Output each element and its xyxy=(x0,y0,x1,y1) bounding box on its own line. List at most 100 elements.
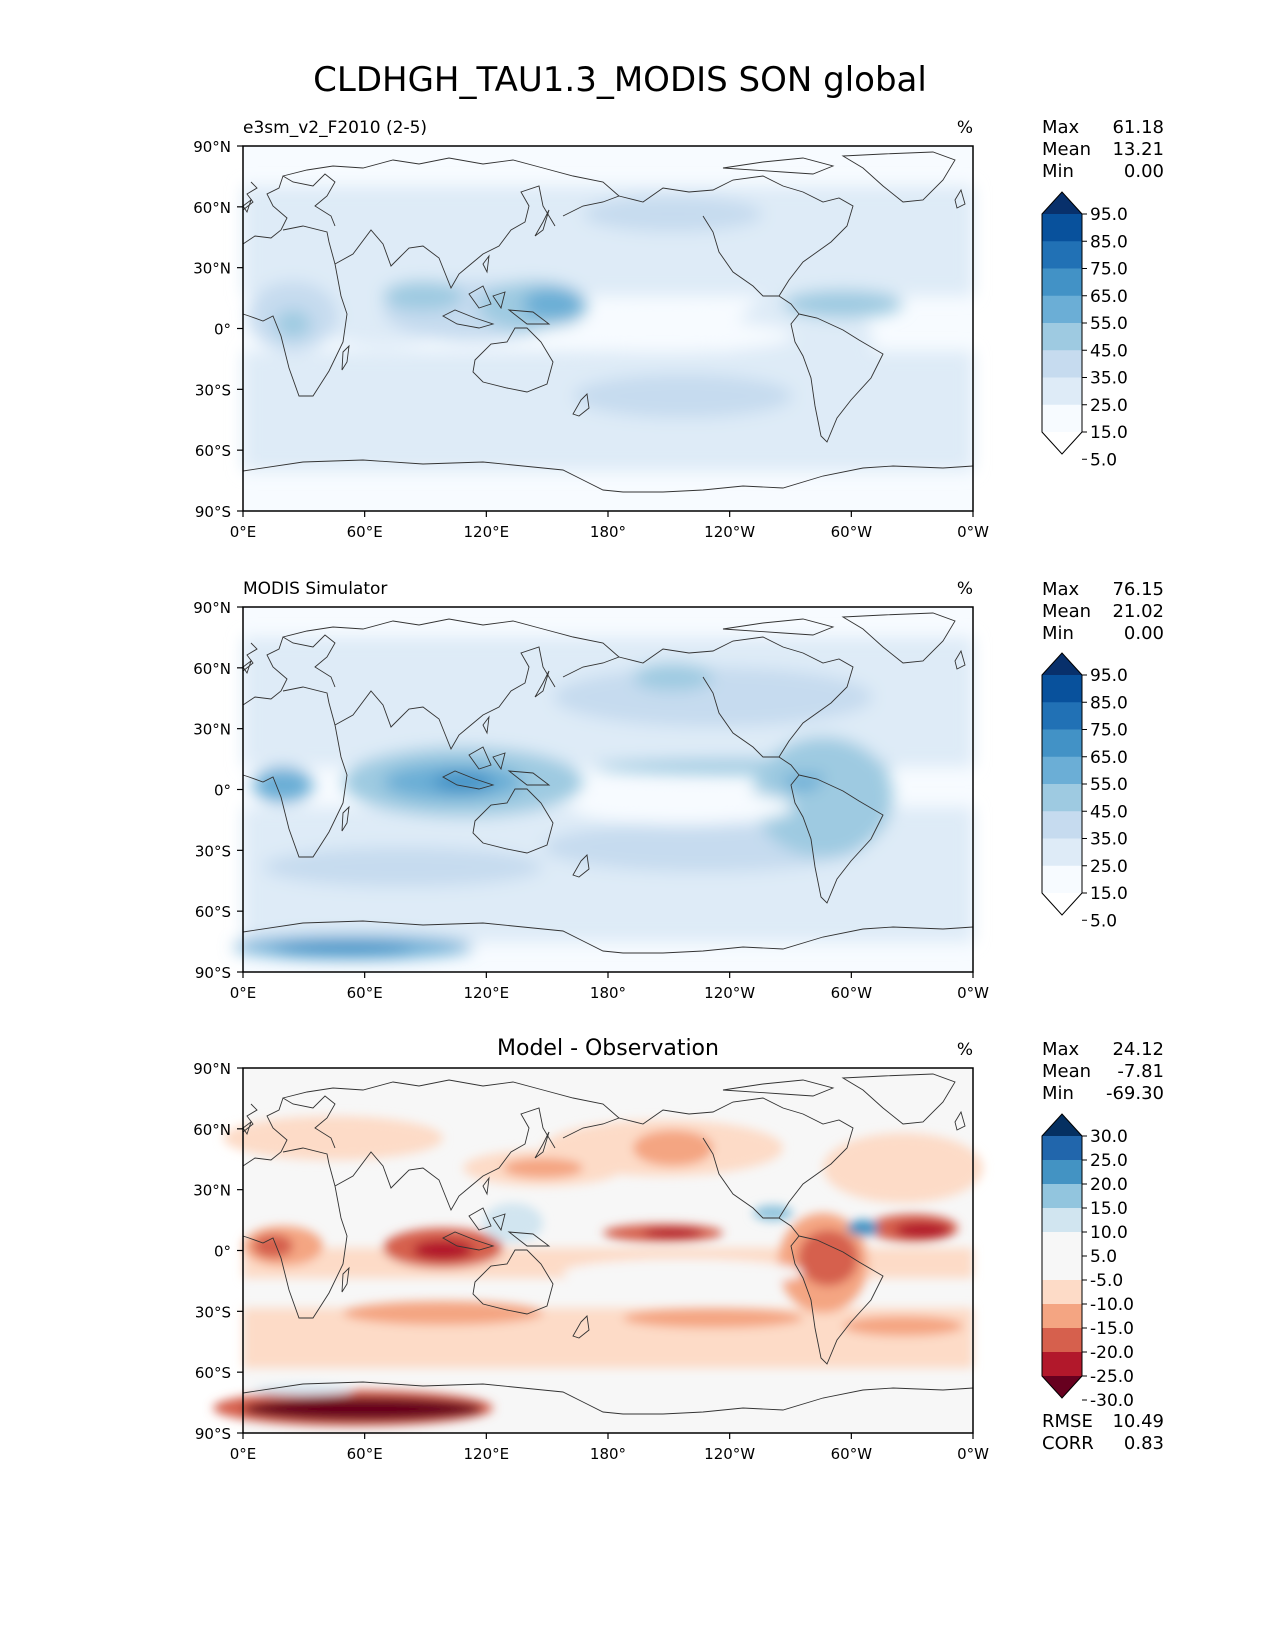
lat-tick-label: 90°N xyxy=(193,138,231,156)
panel-observation-lat-labels: 90°N 60°N 30°N 0° 30°S 60°S 90°S xyxy=(193,599,243,982)
stat-min-value: 0.00 xyxy=(1124,623,1164,644)
panel-model-field xyxy=(243,146,973,511)
lat-tick-label: 60°N xyxy=(193,660,231,678)
stat-min-value: -69.30 xyxy=(1106,1083,1164,1104)
colorbar-tick-label: -25.0 xyxy=(1090,1367,1134,1387)
lon-tick-label: 0°W xyxy=(957,984,989,1002)
colorbar-tick-label: -30.0 xyxy=(1090,1391,1134,1411)
metric-corr-value: 0.83 xyxy=(1124,1433,1164,1454)
panel-observation-colorbar: 95.0 85.0 75.0 65.0 55.0 45.0 35.0 25.0 15.0 5.0 xyxy=(1041,652,1128,931)
colorbar-segment xyxy=(1042,241,1082,269)
stat-min-value: 0.00 xyxy=(1124,161,1164,182)
panel-model-units: % xyxy=(957,118,973,138)
lon-tick-label: 60°W xyxy=(831,523,873,541)
colorbar-tick-label: 25.0 xyxy=(1090,1151,1128,1171)
panel-difference-stats: Max 24.12 Mean -7.81 Min -69.30 xyxy=(1042,1039,1164,1104)
colorbar-segment xyxy=(1042,1328,1082,1353)
colorbar-segment xyxy=(1042,1160,1082,1185)
lon-tick-label: 120°W xyxy=(704,984,755,1002)
lon-tick-label: 0°E xyxy=(230,523,257,541)
colorbar-segment xyxy=(1042,323,1082,351)
colorbar-top-extend xyxy=(1042,653,1082,675)
lat-tick-label: 30°N xyxy=(193,260,231,278)
panel-observation-lon-labels: 0°E 60°E 120°E 180° 120°W 60°W 0°W xyxy=(230,972,989,1002)
stat-min-label: Min xyxy=(1042,1083,1074,1104)
colorbar-segment xyxy=(1042,1208,1082,1233)
lon-tick-label: 60°E xyxy=(347,523,383,541)
stat-max-value: 61.18 xyxy=(1112,117,1164,138)
colorbar-tick-label: 55.0 xyxy=(1090,314,1128,334)
colorbar-top-extend xyxy=(1042,192,1082,214)
panel-model-name: e3sm_v2_F2010 (2-5) xyxy=(243,118,427,138)
colorbar-tick-label: 95.0 xyxy=(1090,205,1128,225)
colorbar-segment xyxy=(1042,838,1082,867)
stat-max-value: 24.12 xyxy=(1112,1039,1164,1060)
panel-observation-field xyxy=(233,607,973,972)
lon-tick-label: 0°W xyxy=(957,523,989,541)
colorbar-bottom-extend xyxy=(1042,432,1082,454)
colorbar-segment xyxy=(1042,1256,1082,1281)
lon-tick-label: 120°E xyxy=(464,1445,510,1463)
stat-mean-value: 13.21 xyxy=(1112,139,1164,160)
panel-difference-title: Model - Observation xyxy=(497,1036,719,1061)
colorbar-tick-label: -20.0 xyxy=(1090,1343,1134,1363)
lat-tick-label: 90°S xyxy=(195,1425,231,1443)
lat-tick-label: 60°S xyxy=(195,1364,231,1382)
colorbar-segment xyxy=(1042,1352,1082,1377)
stat-max-label: Max xyxy=(1042,579,1080,600)
colorbar-bottom-extend xyxy=(1042,893,1082,915)
lat-tick-label: 90°N xyxy=(193,599,231,617)
stat-max-label: Max xyxy=(1042,117,1080,138)
lat-tick-label: 30°S xyxy=(195,842,231,860)
stat-min-label: Min xyxy=(1042,161,1074,182)
lon-tick-label: 60°E xyxy=(347,1445,383,1463)
lon-tick-label: 120°E xyxy=(464,523,510,541)
colorbar-segment xyxy=(1042,702,1082,730)
colorbar-segment xyxy=(1042,784,1082,812)
colorbar-tick-label: 35.0 xyxy=(1090,830,1128,850)
panel-difference-lon-labels: 0°E 60°E 120°E 180° 120°W 60°W 0°W xyxy=(230,1433,989,1463)
colorbar-bottom-extend xyxy=(1042,1376,1082,1398)
lat-tick-label: 0° xyxy=(214,782,231,800)
stat-mean-label: Mean xyxy=(1042,1061,1091,1082)
colorbar-tick-label: 10.0 xyxy=(1090,1223,1128,1243)
lon-tick-label: 180° xyxy=(590,1445,626,1463)
panel-observation-name: MODIS Simulator xyxy=(243,579,387,599)
colorbar-tick-label: 5.0 xyxy=(1090,1247,1117,1267)
lon-tick-label: 0°E xyxy=(230,984,257,1002)
lon-tick-label: 120°E xyxy=(464,984,510,1002)
lat-tick-label: 90°S xyxy=(195,503,231,521)
lat-tick-label: 0° xyxy=(214,321,231,339)
panel-observation-stats: Max 76.15 Mean 21.02 Min 0.00 xyxy=(1042,579,1164,644)
lon-tick-label: 180° xyxy=(590,523,626,541)
colorbar-tick-label: 5.0 xyxy=(1090,450,1117,470)
stat-mean-value: 21.02 xyxy=(1112,601,1164,622)
colorbar-tick-label: 85.0 xyxy=(1090,693,1128,713)
lon-tick-label: 180° xyxy=(590,984,626,1002)
panel-model-lat-labels: 90°N 60°N 30°N 0° 30°S 60°S 90°S xyxy=(193,138,243,521)
stat-mean-label: Mean xyxy=(1042,139,1091,160)
lat-tick-label: 30°S xyxy=(195,1303,231,1321)
stat-mean-label: Mean xyxy=(1042,601,1091,622)
panel-difference-field xyxy=(213,1068,983,1433)
panel-model-lon-labels: 0°E 60°E 120°E 180° 120°W 60°W 0°W xyxy=(230,511,989,541)
figure-title: CLDHGH_TAU1.3_MODIS SON global xyxy=(313,60,927,100)
colorbar-segment xyxy=(1042,811,1082,839)
colorbar-segment xyxy=(1042,865,1082,894)
lat-tick-label: 30°N xyxy=(193,1182,231,1200)
colorbar-tick-label: 95.0 xyxy=(1090,666,1128,686)
stat-max-label: Max xyxy=(1042,1039,1080,1060)
colorbar-segment xyxy=(1042,1232,1082,1257)
colorbar-tick-label: 65.0 xyxy=(1090,287,1128,307)
stat-mean-value: -7.81 xyxy=(1117,1061,1164,1082)
colorbar-tick-label: 30.0 xyxy=(1090,1127,1128,1147)
lat-tick-label: 0° xyxy=(214,1243,231,1261)
stat-min-label: Min xyxy=(1042,623,1074,644)
lon-tick-label: 60°W xyxy=(831,984,873,1002)
lat-tick-label: 30°N xyxy=(193,721,231,739)
colorbar-segment xyxy=(1042,268,1082,297)
lat-tick-label: 60°N xyxy=(193,199,231,217)
colorbar-segment xyxy=(1042,214,1082,242)
lat-tick-label: 60°S xyxy=(195,903,231,921)
